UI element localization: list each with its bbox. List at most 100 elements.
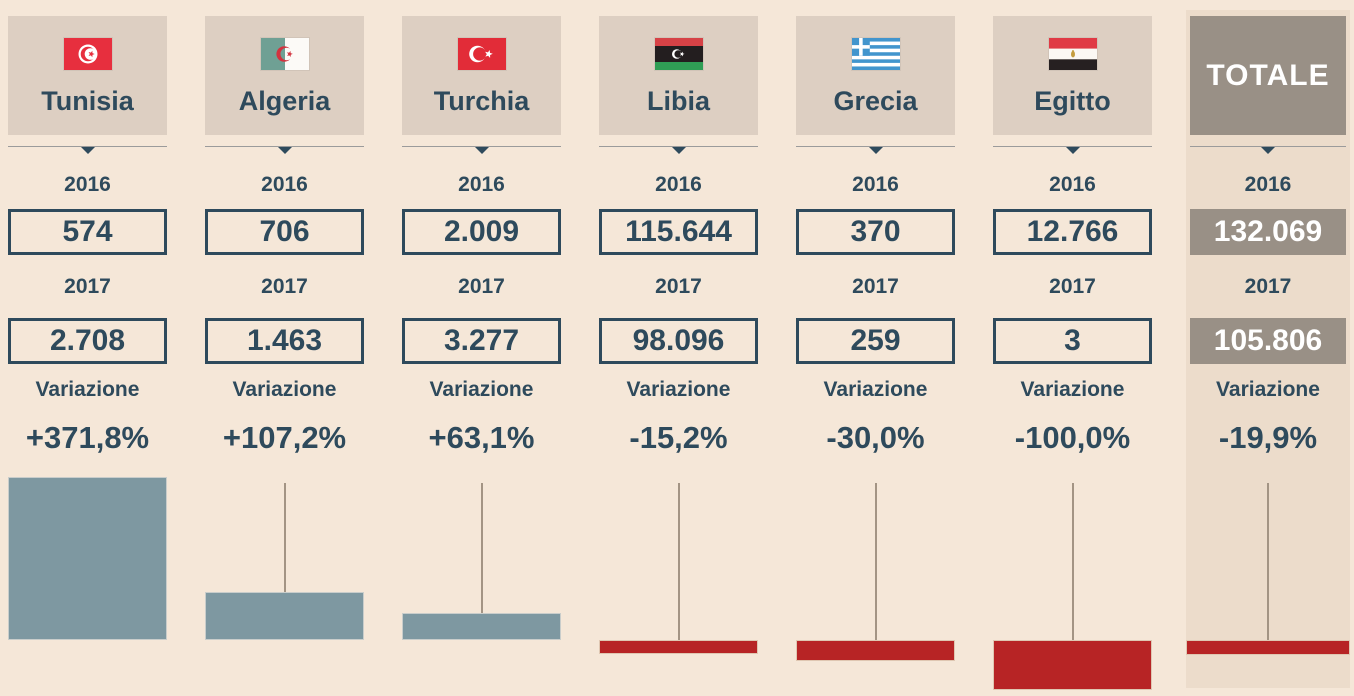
turkey-flag-icon: [457, 38, 506, 70]
year-2016-label: 2016: [852, 173, 899, 196]
variation-value: -15,2%: [629, 420, 728, 455]
divider-line: [993, 146, 1152, 147]
triangle-down-icon: [1261, 147, 1275, 154]
year-2016-label: 2016: [655, 173, 702, 196]
country-header: Grecia: [796, 16, 955, 135]
total-column: TOTALE 2016 132.069 2017 105.806 Variazi…: [1186, 10, 1350, 688]
variation-label: Variazione: [232, 378, 337, 401]
year-2017-label: 2017: [655, 274, 702, 298]
header-pointer: [8, 135, 167, 161]
variation-label: Variazione: [823, 378, 928, 401]
header-pointer: [1190, 135, 1346, 161]
variation-bar: [599, 640, 758, 654]
value-2017: 3.277: [402, 318, 561, 364]
variation-chart: [205, 460, 364, 696]
header-pointer: [796, 135, 955, 161]
year-2016-label: 2016: [1049, 173, 1096, 196]
header-pointer: [599, 135, 758, 161]
year-2016-label: 2016: [458, 173, 505, 196]
libya-flag-icon: [654, 38, 703, 70]
country-name: Turchia: [433, 86, 530, 116]
reference-stem: [480, 483, 483, 640]
variation-label: Variazione: [1216, 378, 1320, 401]
value-2016: 706: [205, 209, 364, 255]
triangle-down-icon: [277, 147, 292, 154]
country-name: Tunisia: [41, 86, 134, 116]
triangle-down-icon: [474, 147, 489, 154]
reference-stem: [1071, 483, 1074, 640]
value-2017: 98.096: [599, 318, 758, 364]
value-2017: 1.463: [205, 318, 364, 364]
greece-flag-icon: [851, 38, 900, 70]
divider-line: [402, 146, 561, 147]
variation-bar: [402, 613, 561, 640]
variation-chart: [1186, 460, 1350, 688]
variation-bar: [796, 640, 955, 661]
variation-value: +63,1%: [428, 420, 535, 455]
variation-value: +107,2%: [222, 420, 347, 455]
country-column-algeria: Algeria 2016 706 2017 1.463 Variazione +…: [205, 0, 364, 696]
reference-stem: [283, 483, 286, 640]
country-header: Turchia: [402, 16, 561, 135]
triangle-down-icon: [80, 147, 95, 154]
country-header: Algeria: [205, 16, 364, 135]
value-2016: 115.644: [599, 209, 758, 255]
divider-line: [205, 146, 364, 147]
algeria-flag-icon: [260, 38, 309, 70]
triangle-down-icon: [671, 147, 686, 154]
year-2016-label: 2016: [64, 173, 111, 196]
country-column-libia: Libia 2016 115.644 2017 98.096 Variazion…: [599, 0, 758, 696]
variation-value: +371,8%: [25, 420, 150, 455]
year-2017-label: 2017: [852, 274, 899, 298]
variation-value: -30,0%: [826, 420, 925, 455]
year-2016-label: 2016: [261, 173, 308, 196]
value-2017: 259: [796, 318, 955, 364]
country-name: Grecia: [833, 86, 918, 116]
year-2017-label: 2017: [261, 274, 308, 298]
variation-value: -100,0%: [1014, 420, 1131, 455]
variation-bar: [1186, 640, 1350, 655]
divider-line: [8, 146, 167, 147]
year-2017-label: 2017: [1049, 274, 1096, 298]
variation-chart: [599, 460, 758, 696]
reference-stem: [1267, 483, 1269, 640]
variation-label: Variazione: [35, 378, 140, 401]
variation-chart: [993, 460, 1152, 696]
year-2016-label: 2016: [1244, 173, 1292, 196]
country-name: Algeria: [238, 86, 331, 116]
variation-label: Variazione: [1020, 378, 1125, 401]
country-column-egitto: Egitto 2016 12.766 2017 3 Variazione -10…: [993, 0, 1152, 696]
egypt-flag-icon: [1048, 38, 1097, 70]
year-2017-label: 2017: [458, 274, 505, 298]
value-2017: 105.806: [1190, 318, 1346, 364]
year-2017-label: 2017: [64, 274, 111, 298]
variation-chart: [402, 460, 561, 696]
value-2017: 3: [993, 318, 1152, 364]
divider-line: [599, 146, 758, 147]
value-2017: 2.708: [8, 318, 167, 364]
reference-stem: [874, 483, 877, 640]
value-2016: 2.009: [402, 209, 561, 255]
variation-bar: [8, 477, 167, 640]
value-2016: 370: [796, 209, 955, 255]
header-pointer: [402, 135, 561, 161]
variation-label: Variazione: [429, 378, 534, 401]
country-column-grecia: Grecia 2016 370 2017 259 Variazione -30,…: [796, 0, 955, 696]
country-header: Tunisia: [8, 16, 167, 135]
country-column-turchia: Turchia 2016 2.009 2017 3.277 Variazione…: [402, 0, 561, 696]
country-name: Egitto: [1034, 86, 1111, 116]
triangle-down-icon: [868, 147, 883, 154]
variation-bar: [993, 640, 1152, 690]
variation-chart: [8, 460, 167, 696]
value-2016: 574: [8, 209, 167, 255]
country-name: Libia: [646, 86, 710, 116]
value-2016: 132.069: [1190, 209, 1346, 255]
tunisia-flag-icon: [63, 38, 112, 70]
year-2017-label: 2017: [1244, 274, 1292, 298]
header-pointer: [993, 135, 1152, 161]
header-pointer: [205, 135, 364, 161]
divider-line: [796, 146, 955, 147]
total-header: TOTALE: [1190, 16, 1346, 135]
country-header: Libia: [599, 16, 758, 135]
